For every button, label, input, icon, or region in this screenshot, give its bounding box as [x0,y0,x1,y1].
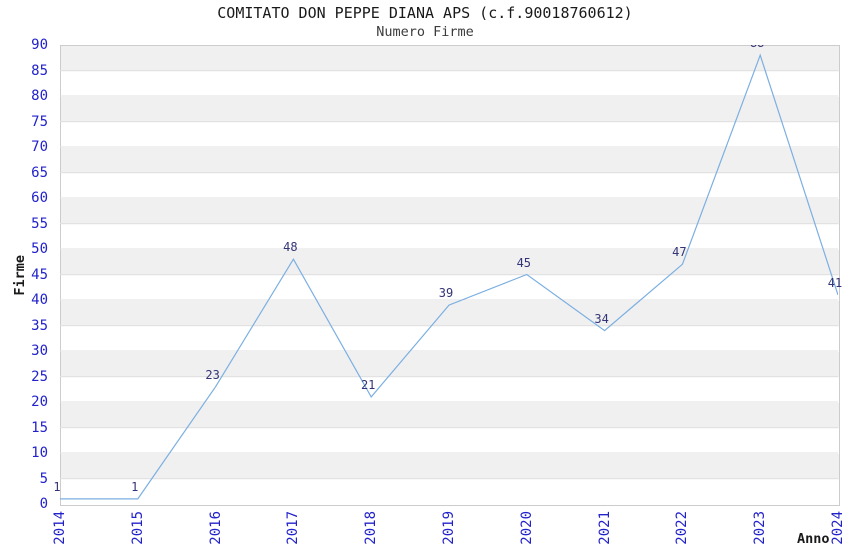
x-tick-label: 2023 [752,511,769,545]
y-tick-label: 15 [31,419,48,436]
y-tick-label: 90 [31,37,48,53]
y-tick-label: 35 [31,317,48,334]
line-series-svg [60,53,838,500]
y-tick-label: 70 [31,139,48,155]
chart-title: COMITATO DON PEPPE DIANA APS (c.f.900187… [217,4,633,22]
y-tick-label: 80 [31,88,48,104]
y-tick-label: 25 [31,368,48,385]
y-tick-label: 75 [31,113,48,130]
x-tick-label: 2016 [207,511,224,545]
chart-subtitle: Numero Firme [376,24,474,40]
y-tick-label: 20 [31,394,48,410]
x-tick-label: 2024 [830,511,846,545]
x-tick-label: 2015 [129,511,146,545]
y-tick-label: 65 [31,164,48,181]
y-tick-label: 0 [39,496,48,512]
data-line [60,53,838,500]
x-axis-label: Anno [797,531,830,547]
y-tick-label: 50 [31,241,48,257]
x-tick-label: 2017 [285,511,302,545]
x-tick-label: 2018 [363,511,380,545]
y-tick-label: 5 [39,470,48,487]
y-tick-label: 60 [31,190,48,206]
y-tick-label: 45 [31,266,48,283]
y-tick-label: 10 [31,445,48,461]
x-tick-label: 2014 [52,511,68,545]
y-tick-label: 30 [31,343,48,359]
y-tick-label: 55 [31,215,48,232]
y-tick-label: 40 [31,292,48,308]
y-axis-label: Firme [12,255,28,296]
x-tick-label: 2022 [674,511,691,545]
x-tick-label: 2021 [596,511,613,545]
y-tick-label: 85 [31,62,48,79]
x-tick-label: 2020 [518,511,535,545]
x-tick-label: 2019 [441,511,457,545]
